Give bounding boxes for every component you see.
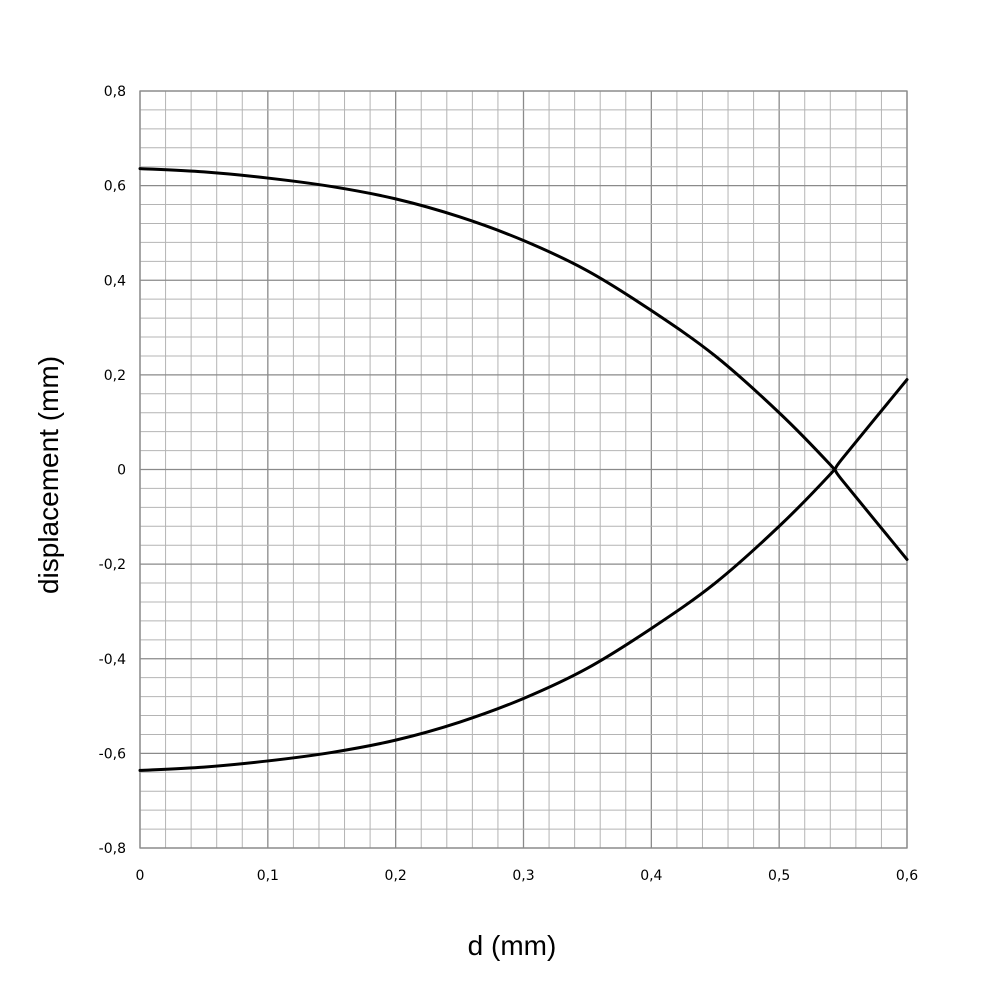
y-axis-tick-labels: 0,8 0,6 0,4 0,2 0 -0,2 -0,4 -0,6 -0,8: [99, 84, 126, 857]
y-tick-label: -0,2: [99, 557, 126, 573]
series-group: [138, 167, 909, 772]
series-line-upper: [138, 167, 909, 561]
x-axis-tick-labels: 0 0,1 0,2 0,3 0,4 0,5 0,6: [136, 868, 919, 884]
x-tick-label: 0,4: [640, 868, 662, 884]
y-axis-title: displacement (mm): [33, 356, 64, 594]
x-tick-label: 0,1: [257, 868, 279, 884]
series-line-lower: [138, 378, 909, 772]
y-tick-label: -0,8: [99, 841, 126, 857]
y-tick-label: 0: [117, 463, 126, 479]
x-tick-label: 0,6: [896, 868, 918, 884]
x-tick-label: 0,2: [385, 868, 407, 884]
y-tick-label: -0,4: [99, 652, 126, 668]
y-tick-label: 0,6: [104, 179, 126, 195]
y-tick-label: 0,2: [104, 368, 126, 384]
plot-area-frame: [139, 90, 908, 849]
x-tick-label: 0,3: [512, 868, 534, 884]
x-tick-label: 0,5: [768, 868, 790, 884]
y-tick-label: 0,8: [104, 84, 126, 100]
plot-grid: [139, 90, 908, 849]
x-tick-label: 0: [136, 868, 145, 884]
y-tick-label: -0,6: [99, 746, 126, 762]
x-axis-title: d (mm): [468, 930, 557, 961]
y-tick-label: 0,4: [104, 273, 126, 289]
